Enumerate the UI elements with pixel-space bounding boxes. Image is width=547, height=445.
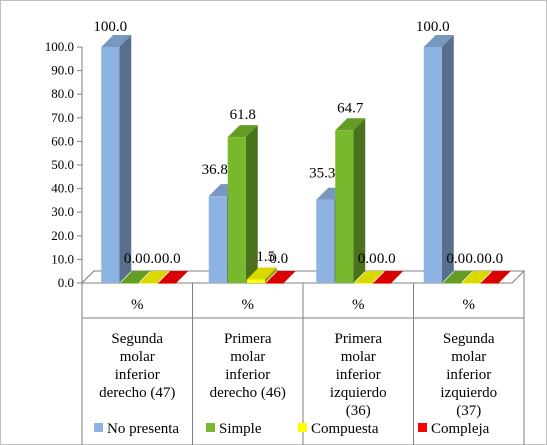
- bar-top: [158, 271, 189, 283]
- data-label: 64.7: [337, 100, 364, 116]
- category-label: molar: [230, 349, 265, 365]
- bar-top: [246, 267, 277, 280]
- data-label: 100.0: [93, 19, 127, 35]
- category-label: izquierdo: [330, 385, 387, 401]
- bar: [158, 283, 177, 284]
- bar-top: [442, 271, 473, 283]
- bar-side: [245, 125, 258, 283]
- bar-top: [101, 35, 132, 47]
- legend-label: No presenta: [107, 421, 179, 437]
- bar: [373, 283, 392, 284]
- bar: [461, 283, 480, 284]
- category-label: molar: [341, 349, 376, 365]
- legend-label: Compleja: [431, 421, 490, 437]
- bar: [101, 47, 120, 283]
- category-label: (36): [346, 403, 371, 419]
- unit-label: %: [463, 297, 476, 313]
- data-label: 0.0: [377, 251, 396, 267]
- data-label: 0.0: [143, 251, 162, 267]
- unit-label: %: [131, 297, 144, 313]
- data-label: 100.0: [416, 19, 450, 35]
- bar: [316, 199, 335, 283]
- bar-top: [335, 118, 366, 131]
- bar: [354, 283, 373, 284]
- category-label: molar: [451, 349, 486, 365]
- bar-top: [139, 271, 170, 283]
- data-label: 0.0: [446, 251, 465, 267]
- bar: [208, 196, 227, 283]
- data-label: 0.0: [162, 251, 181, 267]
- legend-label: Compuesta: [311, 421, 379, 437]
- category-label: derecho (47): [99, 385, 175, 401]
- bar-top: [480, 271, 511, 283]
- legend-swatch: [418, 423, 427, 432]
- bar-side: [353, 118, 366, 283]
- legend-swatch: [94, 423, 103, 432]
- y-tick-label: 40.0: [51, 181, 74, 196]
- data-label: 35.3: [309, 166, 335, 182]
- legend-swatch: [206, 423, 215, 432]
- y-tick-label: 30.0: [51, 204, 74, 219]
- data-label: 0.0: [124, 251, 143, 267]
- data-label: 0.0: [358, 251, 377, 267]
- category-label: (37): [456, 403, 481, 419]
- category-label: Primera: [335, 331, 383, 347]
- y-tick-label: 50.0: [51, 157, 74, 172]
- category-label: Segunda: [111, 331, 163, 347]
- data-label: 36.8: [202, 162, 228, 178]
- bar: [265, 283, 284, 284]
- category-label: inferior: [225, 367, 270, 383]
- y-tick-label: 80.0: [51, 86, 74, 101]
- data-label: 1.5: [256, 249, 275, 265]
- bar-top: [227, 125, 258, 138]
- bar: [423, 47, 442, 283]
- category-label: izquierdo: [440, 385, 497, 401]
- data-label: 0.0: [465, 251, 484, 267]
- bar: [120, 283, 139, 284]
- bar: [442, 283, 461, 284]
- y-tick-label: 90.0: [51, 63, 74, 78]
- bar-top: [354, 271, 385, 283]
- y-tick-label: 20.0: [51, 228, 74, 243]
- legend-swatch: [298, 423, 307, 432]
- unit-label: %: [352, 297, 365, 313]
- bar: [227, 137, 246, 283]
- unit-label: %: [242, 297, 255, 313]
- bar-side: [441, 35, 454, 283]
- y-tick-label: 100.0: [45, 39, 74, 54]
- bar: [139, 283, 158, 284]
- legend-label: Simple: [219, 421, 262, 437]
- y-tick-label: 70.0: [51, 110, 74, 125]
- bar-top: [423, 35, 454, 47]
- bar: [335, 130, 354, 283]
- category-label: inferior: [446, 367, 491, 383]
- bar-top: [373, 271, 404, 283]
- data-label: 0.0: [269, 251, 288, 267]
- y-tick-label: 0.0: [58, 275, 74, 290]
- bar: [480, 283, 499, 284]
- bar-top: [120, 271, 151, 283]
- category-label: Segunda: [443, 331, 495, 347]
- bar-side: [264, 267, 277, 283]
- category-label: Primera: [224, 331, 272, 347]
- bar: [246, 279, 265, 283]
- bar-top: [265, 271, 296, 283]
- data-label: 0.0: [484, 251, 503, 267]
- bar-side: [119, 35, 132, 283]
- y-tick-label: 10.0: [51, 251, 74, 266]
- y-tick-label: 60.0: [51, 133, 74, 148]
- category-label: molar: [120, 349, 155, 365]
- data-label: 61.8: [230, 107, 256, 123]
- bar-top: [461, 271, 492, 283]
- category-label: inferior: [115, 367, 160, 383]
- category-label: derecho (46): [210, 385, 286, 401]
- category-label: inferior: [336, 367, 381, 383]
